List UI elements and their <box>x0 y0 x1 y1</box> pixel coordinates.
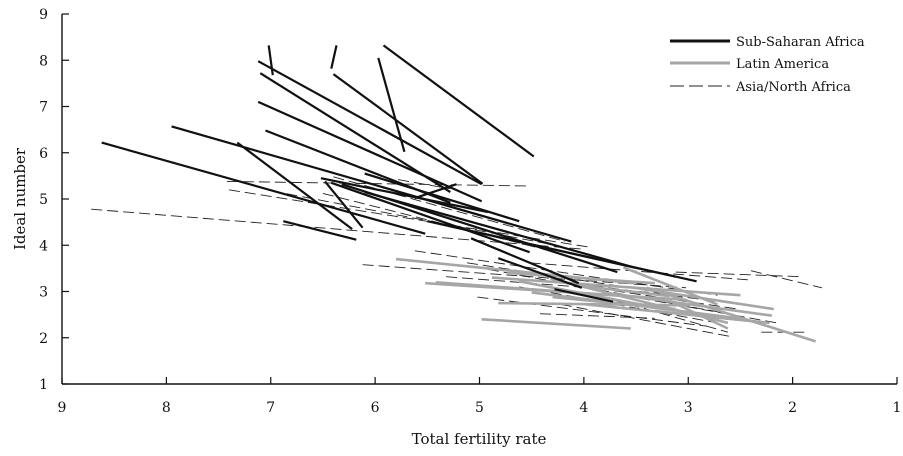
series-line-latin-america <box>491 276 741 297</box>
series-line-latin-america <box>602 291 772 317</box>
series-line-latin-america <box>646 286 816 343</box>
series-line-sub-saharan <box>382 44 535 158</box>
series-line-sub-saharan <box>236 141 353 230</box>
legend: Sub-Saharan Africa Latin America Asia/No… <box>670 35 865 95</box>
y-tick-label: 5 <box>39 192 48 208</box>
series-line-asia-north-africa <box>750 270 823 289</box>
series-line-asia-north-africa <box>414 250 718 296</box>
series-line-latin-america <box>633 286 774 311</box>
series-line-sub-saharan <box>554 288 614 303</box>
y-axis-title: Ideal number <box>11 147 29 250</box>
series-line-sub-saharan <box>377 57 406 153</box>
series-line-latin-america <box>508 271 655 285</box>
x-tick-label: 3 <box>684 400 693 416</box>
series-line-sub-saharan <box>364 172 520 223</box>
series-line-sub-saharan <box>332 73 484 185</box>
series-line-sub-saharan <box>171 125 572 243</box>
y-tick-label: 9 <box>39 7 48 23</box>
y-tick-label: 3 <box>39 285 48 301</box>
series-line-latin-america <box>435 281 624 298</box>
y-tick-label: 1 <box>39 377 48 393</box>
legend-label-asia: Asia/North Africa <box>735 80 851 95</box>
x-tick-label: 8 <box>162 400 171 416</box>
series-line-latin-america <box>531 291 739 320</box>
x-tick-label: 9 <box>58 400 67 416</box>
series-line-sub-saharan <box>283 220 357 241</box>
series-line-sub-saharan <box>257 100 483 203</box>
series-line-sub-saharan <box>101 141 426 235</box>
series-line-asia-north-africa <box>91 208 582 250</box>
series-line-sub-saharan <box>330 181 530 254</box>
series-line-latin-america <box>518 280 666 311</box>
series-line-asia-north-africa <box>529 262 749 281</box>
series-line-sub-saharan <box>414 183 457 200</box>
y-tick-label: 2 <box>39 331 48 347</box>
series-line-sub-saharan <box>364 191 635 269</box>
series-line-asia-north-africa <box>398 179 451 190</box>
x-ticks: 9 8 7 6 5 4 3 2 1 <box>58 377 902 416</box>
series-line-asia-north-africa <box>226 180 530 187</box>
series-line-sub-saharan <box>497 257 583 289</box>
y-tick-label: 6 <box>39 146 48 162</box>
series-line-asia-north-africa <box>675 271 802 278</box>
series-line-asia-north-africa <box>477 296 708 327</box>
x-tick-label: 7 <box>266 400 275 416</box>
series-line-latin-america <box>481 318 631 330</box>
legend-label-sub-saharan: Sub-Saharan Africa <box>736 35 865 50</box>
x-tick-label: 1 <box>893 400 902 416</box>
y-tick-label: 8 <box>39 53 48 69</box>
legend-label-latin-america: Latin America <box>736 57 829 72</box>
x-tick-label: 6 <box>371 400 380 416</box>
plot-lines <box>91 44 823 343</box>
x-tick-label: 5 <box>475 400 484 416</box>
series-line-asia-north-africa <box>539 313 655 319</box>
series-line-sub-saharan <box>447 224 697 283</box>
x-tick-label: 2 <box>788 400 797 416</box>
y-ticks: 1 2 3 4 5 6 7 8 9 <box>39 7 69 393</box>
y-tick-label: 7 <box>39 100 48 116</box>
series-line-asia-north-africa <box>560 303 733 338</box>
series-line-sub-saharan <box>324 180 364 229</box>
series-line-sub-saharan <box>267 45 274 76</box>
series-line-sub-saharan <box>320 177 489 214</box>
series-line-sub-saharan <box>470 237 580 285</box>
y-tick-label: 4 <box>39 238 48 254</box>
series-line-latin-america <box>581 284 670 298</box>
series-line-sub-saharan <box>330 45 338 69</box>
series-line-latin-america <box>668 299 729 330</box>
series-line-asia-north-africa <box>487 268 728 315</box>
x-tick-label: 4 <box>579 400 588 416</box>
series-line-sub-saharan <box>257 60 483 186</box>
x-axis-title: Total fertility rate <box>412 430 547 448</box>
